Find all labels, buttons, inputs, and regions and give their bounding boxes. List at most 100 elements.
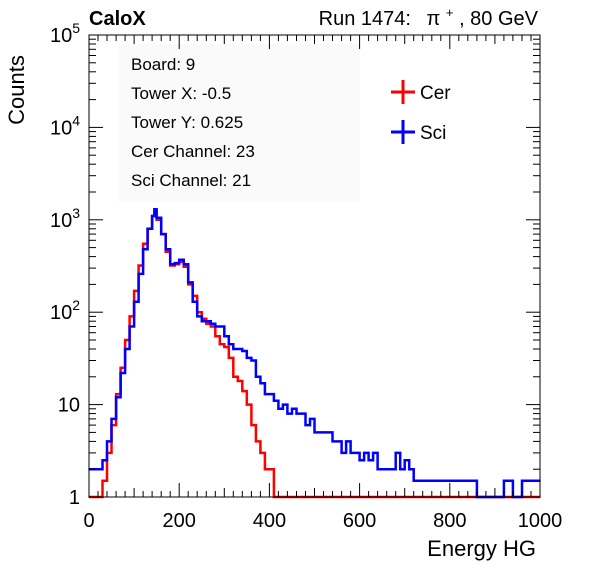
series-sci-point [214, 325, 217, 328]
series-sci-point [255, 376, 257, 378]
legend-sci-label: Sci [420, 123, 446, 144]
series-sci-point [521, 479, 523, 482]
series-sci-point [277, 408, 280, 410]
series-sci-point [282, 403, 284, 406]
series-sci-point [201, 320, 203, 323]
info-box [118, 44, 360, 202]
series-cer-point [241, 390, 244, 392]
series-sci-point [426, 479, 429, 482]
info-box-lines: Board: 9 Tower X: -0.5 Tower Y: 0.625 Cer C… [131, 55, 255, 190]
series-sci-point [367, 459, 370, 462]
series-sci-point [412, 479, 415, 482]
series-cer-point [205, 322, 208, 325]
series-cer-line [89, 209, 540, 499]
series-sci-point [354, 452, 356, 454]
series-sci-point [196, 315, 198, 318]
series-sci-point [273, 400, 275, 402]
series-cer-point [232, 376, 235, 378]
series-sci-line [89, 208, 540, 499]
x-tick-label: 400 [253, 510, 286, 532]
series-sci-point [133, 300, 135, 303]
info-line: Cer Channel: 23 [131, 142, 255, 161]
series-layer [88, 208, 541, 499]
series-sci-point [191, 300, 194, 303]
series-cer-point [214, 335, 217, 338]
series-sci-point [449, 479, 451, 482]
beam-energy: , 80 GeV [459, 8, 539, 30]
series-sci-point [313, 431, 316, 434]
x-tick-label: 1000 [518, 510, 563, 532]
series-cer-point [187, 283, 189, 286]
series-sci-point [421, 479, 424, 482]
series-sci-point [119, 372, 122, 374]
series-sci-point [164, 248, 167, 251]
series-sci-point [187, 281, 189, 284]
series-sci-point [237, 348, 239, 350]
series-sci-point [381, 468, 384, 471]
series-sci-point [440, 479, 442, 482]
y-tick-label: 105 [50, 20, 80, 47]
y-tick-label: 10 [58, 395, 80, 417]
series-sci-point [399, 468, 402, 471]
series-sci-point [137, 273, 140, 275]
series-sci-point [286, 412, 289, 415]
series-cer-point [255, 440, 257, 443]
legend-cer-label: Cer [420, 83, 451, 104]
series-sci-point [106, 440, 108, 443]
info-line: Board: 9 [131, 55, 195, 74]
info-line: Tower X: -0.5 [131, 84, 231, 103]
series-sci-point [210, 322, 212, 325]
series-sci-point [467, 479, 469, 482]
series-sci-point [291, 408, 293, 410]
series-sci-point [309, 418, 311, 420]
y-tick-label: 102 [50, 297, 80, 324]
series-cer-point [115, 393, 117, 395]
series-cer-point [142, 243, 144, 245]
series-sci-point [264, 393, 266, 395]
series-sci-point [173, 262, 176, 264]
series-cer-point [155, 219, 158, 221]
series-sci-point [503, 479, 505, 482]
series-cer-point [246, 403, 248, 406]
series-sci-point [417, 479, 420, 482]
x-tick-label: 200 [163, 510, 196, 532]
series-sci-point [232, 348, 235, 350]
series-sci-point [345, 440, 347, 443]
series-sci-point [304, 424, 307, 426]
series-sci-point [295, 412, 298, 415]
series-sci-point [142, 248, 144, 251]
series-sci-point [408, 468, 411, 471]
series-sci-point [372, 452, 374, 454]
x-tick-label: 800 [433, 510, 466, 532]
series-sci-point [318, 431, 320, 434]
series-cer-point [101, 479, 104, 482]
series-sci-point [128, 325, 131, 328]
y-tick-label: 1 [69, 487, 80, 509]
series-sci-point [101, 459, 104, 462]
series-sci-point [155, 217, 158, 219]
series-sci-point [246, 357, 248, 359]
series-sci-point [340, 452, 343, 454]
beam-particle: π [427, 8, 441, 30]
series-cer-point [128, 315, 131, 318]
series-sci-point [151, 215, 153, 217]
series-sci-point [530, 479, 532, 482]
series-sci-point [115, 396, 117, 399]
series-sci-point [444, 479, 447, 482]
series-sci-point [363, 452, 365, 454]
series-sci-point [331, 440, 334, 443]
series-sci-point [223, 335, 226, 338]
series-sci-point [336, 440, 338, 443]
series-sci-point [322, 431, 325, 434]
series-sci-point [431, 479, 433, 482]
series-sci-point [435, 479, 438, 482]
series-sci-point [403, 459, 406, 462]
series-sci-point [160, 233, 162, 235]
series-sci-point [178, 258, 180, 261]
series-cer-point [268, 468, 271, 471]
series-sci-point [219, 325, 221, 328]
series-sci-point [390, 468, 393, 471]
series-sci-point [228, 343, 230, 346]
series-sci-point [394, 452, 397, 454]
